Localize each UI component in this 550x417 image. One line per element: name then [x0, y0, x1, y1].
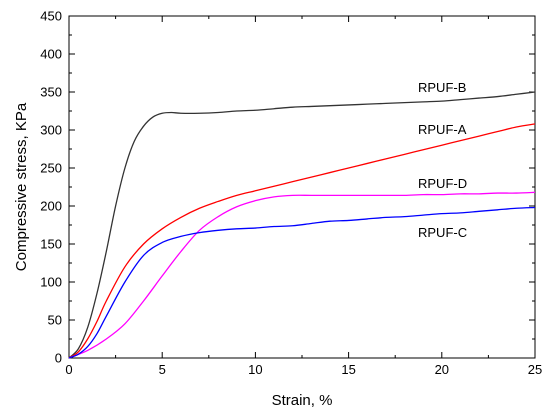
x-tick-label: 25	[528, 362, 542, 377]
x-tick-label: 5	[159, 362, 166, 377]
x-tick-label: 20	[435, 362, 449, 377]
y-tick-label: 300	[40, 123, 62, 138]
series-line-rpuf-c	[68, 206, 536, 359]
series-label-rpuf-d: RPUF-D	[418, 176, 467, 191]
series-line-rpuf-a	[68, 123, 536, 359]
y-axis-title: Compressive stress, KPa	[13, 102, 30, 271]
y-tick-label: 450	[40, 9, 62, 24]
y-tick-label: 200	[40, 199, 62, 214]
series-curves	[68, 91, 536, 359]
series-line-rpuf-b	[68, 91, 536, 359]
x-tick-label: 15	[341, 362, 355, 377]
series-label-rpuf-a: RPUF-A	[418, 122, 467, 137]
y-tick-label: 250	[40, 161, 62, 176]
series-label-rpuf-b: RPUF-B	[418, 80, 466, 95]
y-tick-label: 400	[40, 47, 62, 62]
y-tick-label: 50	[48, 313, 62, 328]
series-line-rpuf-d	[68, 191, 536, 359]
y-tick-label: 0	[55, 351, 62, 366]
x-tick-label: 0	[65, 362, 72, 377]
y-tick-label: 100	[40, 275, 62, 290]
y-tick-label: 350	[40, 85, 62, 100]
x-tick-label: 10	[248, 362, 262, 377]
series-label-rpuf-c: RPUF-C	[418, 225, 467, 240]
x-axis-title: Strain, %	[272, 392, 333, 409]
series-labels: RPUF-B RPUF-A RPUF-D RPUF-C	[418, 80, 467, 240]
y-tick-label: 150	[40, 237, 62, 252]
